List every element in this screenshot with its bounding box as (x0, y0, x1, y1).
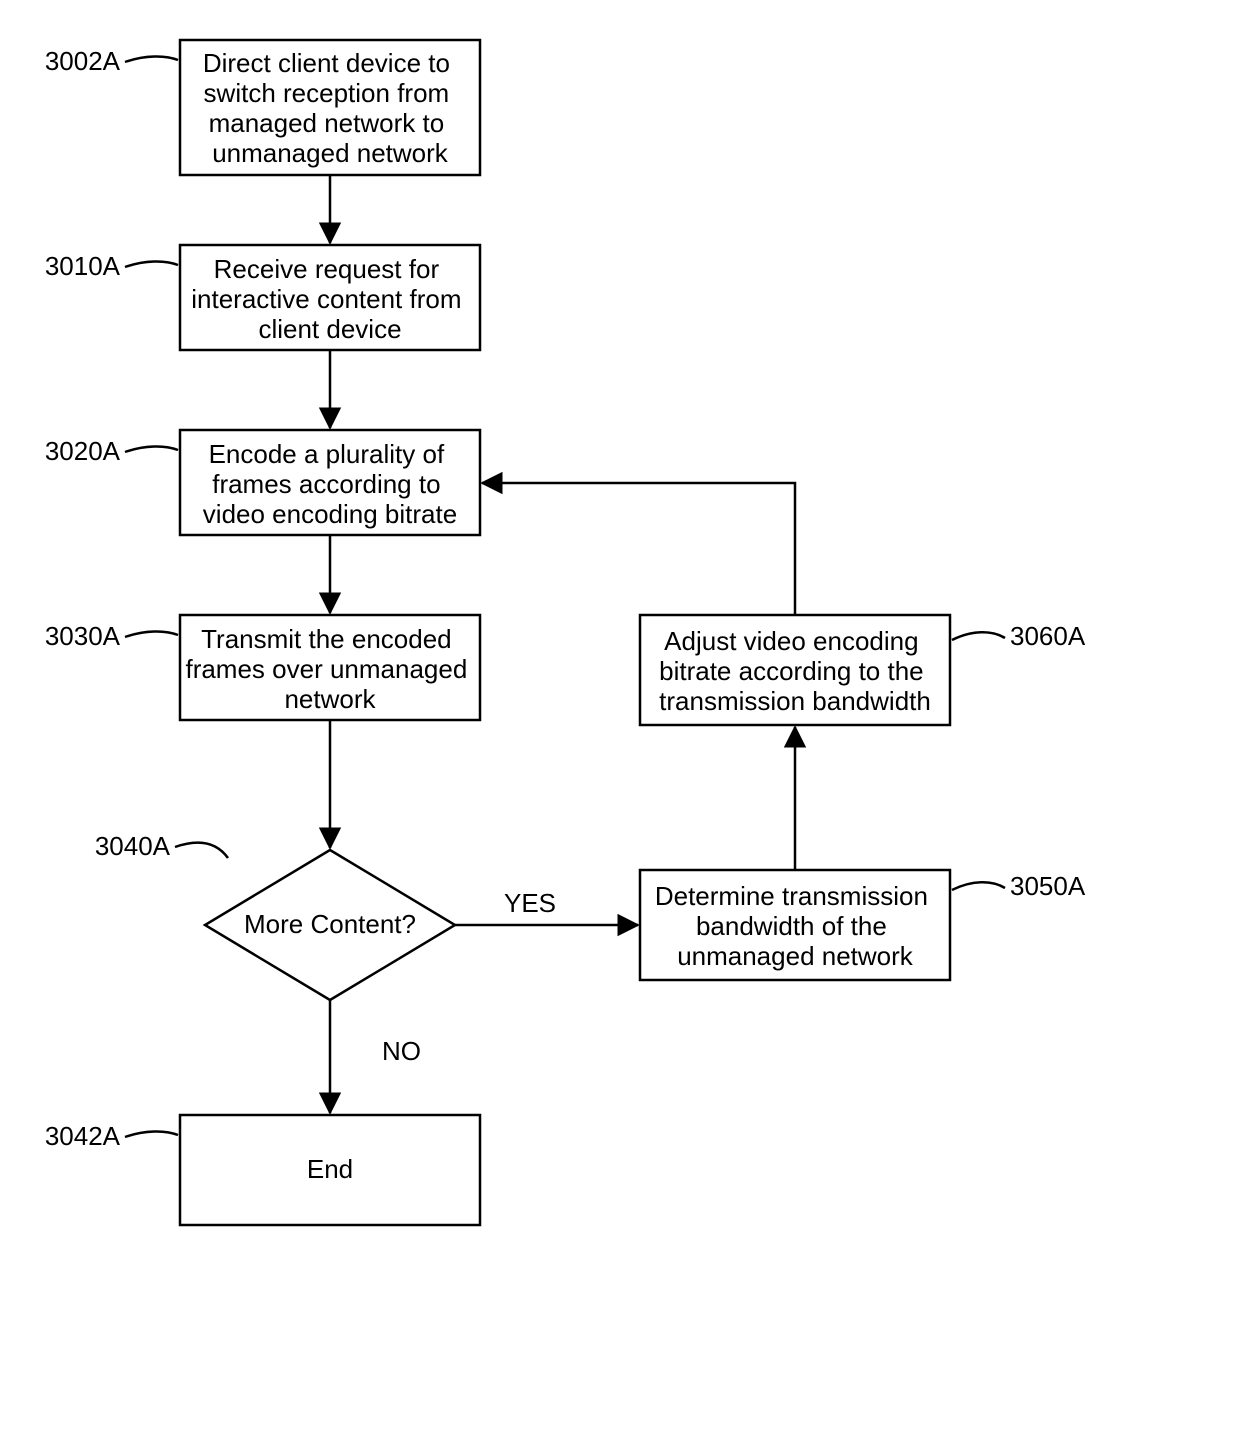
edge-label-no: NO (382, 1036, 421, 1066)
node-3030a-line3: network (284, 684, 376, 714)
ref-label-3010a: 3010A (45, 251, 121, 281)
node-3030a-line1: Transmit the encoded (201, 624, 452, 654)
node-3002a-line4: unmanaged network (212, 138, 449, 168)
node-3020a-line3: video encoding bitrate (203, 499, 457, 529)
node-3020a-line1: Encode a plurality of (209, 439, 445, 469)
ref-tick-3042a (125, 1131, 178, 1137)
ref-label-3020a: 3020A (45, 436, 121, 466)
edge-label-yes: YES (504, 888, 556, 918)
node-3030a-line2: frames over unmanaged (185, 654, 467, 684)
ref-tick-3010a (125, 261, 178, 267)
edge-3060-3020 (482, 483, 795, 615)
node-3050a-line1: Determine transmission (655, 881, 928, 911)
ref-tick-3060a (952, 632, 1005, 640)
flowchart-canvas: Direct client device to switch reception… (0, 0, 1240, 1454)
node-3042a-line1: End (307, 1154, 353, 1184)
node-3042a: End (180, 1115, 480, 1225)
node-3050a: Determine transmission bandwidth of the … (640, 870, 950, 980)
ref-label-3002a: 3002A (45, 46, 121, 76)
node-3050a-line2: bandwidth of the (696, 911, 887, 941)
ref-label-3042a: 3042A (45, 1121, 121, 1151)
node-3002a-line2: switch reception from (204, 78, 450, 108)
ref-label-3050a: 3050A (1010, 871, 1086, 901)
node-3010a-line3: client device (258, 314, 401, 344)
node-3002a-line1: Direct client device to (203, 48, 450, 78)
svg-text:More Content?: More Content? (244, 909, 416, 939)
node-3060a-line2: bitrate according to the (659, 656, 924, 686)
ref-label-3040a: 3040A (95, 831, 171, 861)
ref-label-3030a: 3030A (45, 621, 121, 651)
node-3020a: Encode a plurality of frames according t… (180, 430, 480, 535)
node-3060a-line1: Adjust video encoding (664, 626, 918, 656)
ref-tick-3050a (952, 882, 1005, 890)
node-3040a-line1: More Content? (244, 909, 416, 939)
node-3030a: Transmit the encoded frames over unmanag… (180, 615, 480, 720)
ref-tick-3020a (125, 446, 178, 452)
svg-text:Adjust video encoding bi: Adjust video encoding bitrate according … (659, 626, 931, 716)
ref-tick-3040a (175, 843, 228, 858)
ref-tick-3030a (125, 631, 178, 637)
node-3060a-line3: transmission bandwidth (659, 686, 931, 716)
node-3010a-line1: Receive request for (214, 254, 440, 284)
svg-text:End: End (307, 1154, 353, 1184)
svg-text:Encode a plurality of fr: Encode a plurality of frames according t… (203, 439, 457, 529)
node-3002a-line3: managed network to (209, 108, 445, 138)
svg-text:Direct client device to: Direct client device to switch reception… (203, 48, 457, 168)
svg-text:Determine transmission b: Determine transmission bandwidth of the … (655, 881, 935, 971)
node-3040a: More Content? (205, 850, 455, 1000)
node-3020a-line2: frames according to (212, 469, 440, 499)
node-3002a: Direct client device to switch reception… (180, 40, 480, 175)
ref-tick-3002a (125, 56, 178, 62)
ref-label-3060a: 3060A (1010, 621, 1086, 651)
node-3010a-line2: interactive content from (191, 284, 461, 314)
node-3010a: Receive request for interactive content … (180, 245, 480, 350)
node-3060a: Adjust video encoding bitrate according … (640, 615, 950, 725)
node-3050a-line3: unmanaged network (677, 941, 914, 971)
